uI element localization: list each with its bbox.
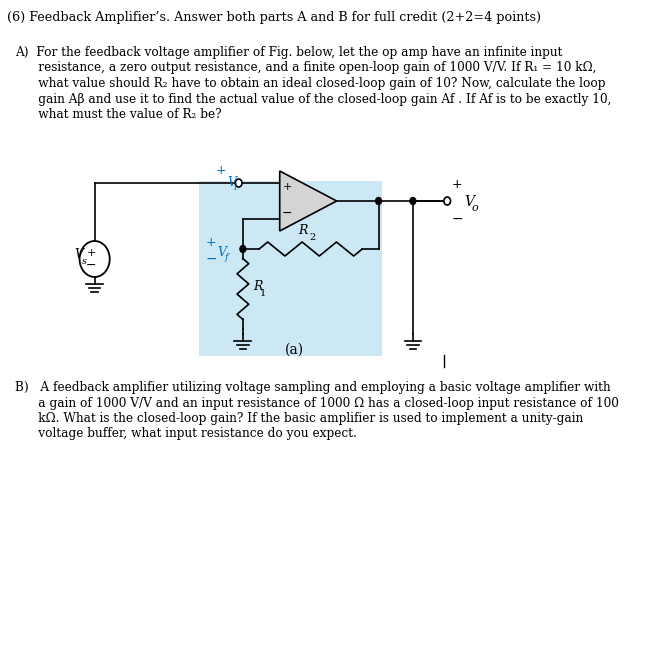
Text: A)  For the feedback voltage amplifier of Fig. below, let the op amp have an inf: A) For the feedback voltage amplifier of… bbox=[15, 46, 562, 59]
Circle shape bbox=[235, 179, 242, 187]
Text: i: i bbox=[234, 184, 237, 193]
Text: V: V bbox=[74, 249, 83, 262]
Text: V: V bbox=[227, 175, 236, 188]
FancyBboxPatch shape bbox=[199, 181, 382, 356]
Text: o: o bbox=[471, 203, 478, 213]
Text: −: − bbox=[86, 258, 96, 271]
Text: +: + bbox=[206, 236, 216, 249]
Text: kΩ. What is the closed-loop gain? If the basic amplifier is used to implement a : kΩ. What is the closed-loop gain? If the… bbox=[15, 412, 583, 425]
Text: what must the value of R₂ be?: what must the value of R₂ be? bbox=[15, 108, 221, 121]
Text: s: s bbox=[82, 256, 87, 265]
Text: voltage buffer, what input resistance do you expect.: voltage buffer, what input resistance do… bbox=[15, 428, 357, 441]
Text: 2: 2 bbox=[310, 232, 316, 241]
Circle shape bbox=[444, 197, 451, 205]
Text: B)   A feedback amplifier utilizing voltage sampling and employing a basic volta: B) A feedback amplifier utilizing voltag… bbox=[15, 381, 611, 394]
Text: f: f bbox=[225, 254, 228, 262]
Text: (6) Feedback Amplifier’s. Answer both parts A and B for full credit (2+2=4 point: (6) Feedback Amplifier’s. Answer both pa… bbox=[7, 11, 541, 24]
Text: +: + bbox=[215, 164, 227, 177]
Circle shape bbox=[410, 197, 416, 204]
Text: +: + bbox=[283, 182, 292, 192]
Text: −: − bbox=[282, 206, 293, 219]
Text: R: R bbox=[253, 280, 262, 293]
Text: R: R bbox=[299, 225, 308, 238]
Text: −: − bbox=[451, 212, 463, 226]
Text: (a): (a) bbox=[285, 343, 304, 357]
Text: V: V bbox=[217, 245, 227, 258]
Text: gain Aβ and use it to find the actual value of the closed-loop gain Af . If Af i: gain Aβ and use it to find the actual va… bbox=[15, 93, 612, 106]
Text: 1: 1 bbox=[260, 289, 266, 297]
Polygon shape bbox=[279, 171, 337, 231]
Text: −: − bbox=[205, 252, 217, 266]
Text: +: + bbox=[452, 178, 463, 191]
Text: a gain of 1000 V/V and an input resistance of 1000 Ω has a closed-loop input res: a gain of 1000 V/V and an input resistan… bbox=[15, 397, 619, 410]
Circle shape bbox=[80, 241, 109, 277]
Text: +: + bbox=[86, 248, 96, 258]
Text: V: V bbox=[464, 195, 474, 209]
Text: what value should R₂ have to obtain an ideal closed-loop gain of 10? Now, calcul: what value should R₂ have to obtain an i… bbox=[15, 77, 606, 90]
Text: resistance, a zero output resistance, and a finite open-loop gain of 1000 V/V. I: resistance, a zero output resistance, an… bbox=[15, 62, 596, 75]
Circle shape bbox=[376, 197, 382, 204]
Circle shape bbox=[240, 245, 246, 252]
